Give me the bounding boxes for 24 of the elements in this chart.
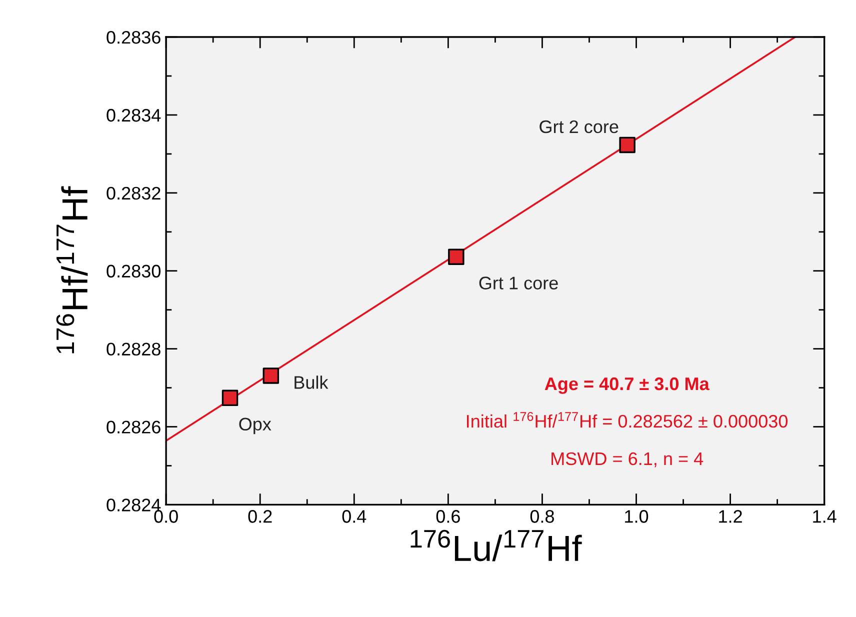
x-tick-label: 1.2 [719,510,742,523]
x-tick-label: 0.2 [248,510,272,523]
x-tick-label: 0.4 [342,510,366,523]
y-tick-label: 0.2836 [106,30,160,44]
annotation: Bulk [294,376,328,389]
x-tick-label: 1.0 [625,510,648,523]
annotation: Grt 2 core [540,120,618,134]
y-tick-label: 0.2828 [106,342,160,356]
y-tick-label: 0.2834 [106,108,161,122]
annotation: MSWD = 6.1, n = 4 [552,452,704,468]
annotation: Opx [239,418,272,434]
annotation: Age = 40.7 ± 3.0 Ma [544,377,710,394]
x-tick-label: 0.0 [154,510,178,523]
x-axis-title: $^{176}$Lu/$^{177}$Hf [410,530,582,562]
annotation: Grt 1 core [479,276,558,290]
x-tick-label: 1.4 [813,510,836,523]
annotation: Initial $^{176}$Hf/$^{177}$Hf = 0.282562 ± 0.000030 [467,412,788,428]
x-tick-label: 0.6 [436,510,460,523]
y-tick-label: 0.2826 [106,420,160,434]
y-tick-label: 0.2832 [106,186,160,200]
x-tick-label: 0.8 [530,510,554,523]
y-tick-label: 0.2830 [106,264,160,278]
y-tick-label: 0.2824 [106,498,161,512]
y-axis-title: $^{176}$Hf/$^{177}$Hf [56,186,88,354]
